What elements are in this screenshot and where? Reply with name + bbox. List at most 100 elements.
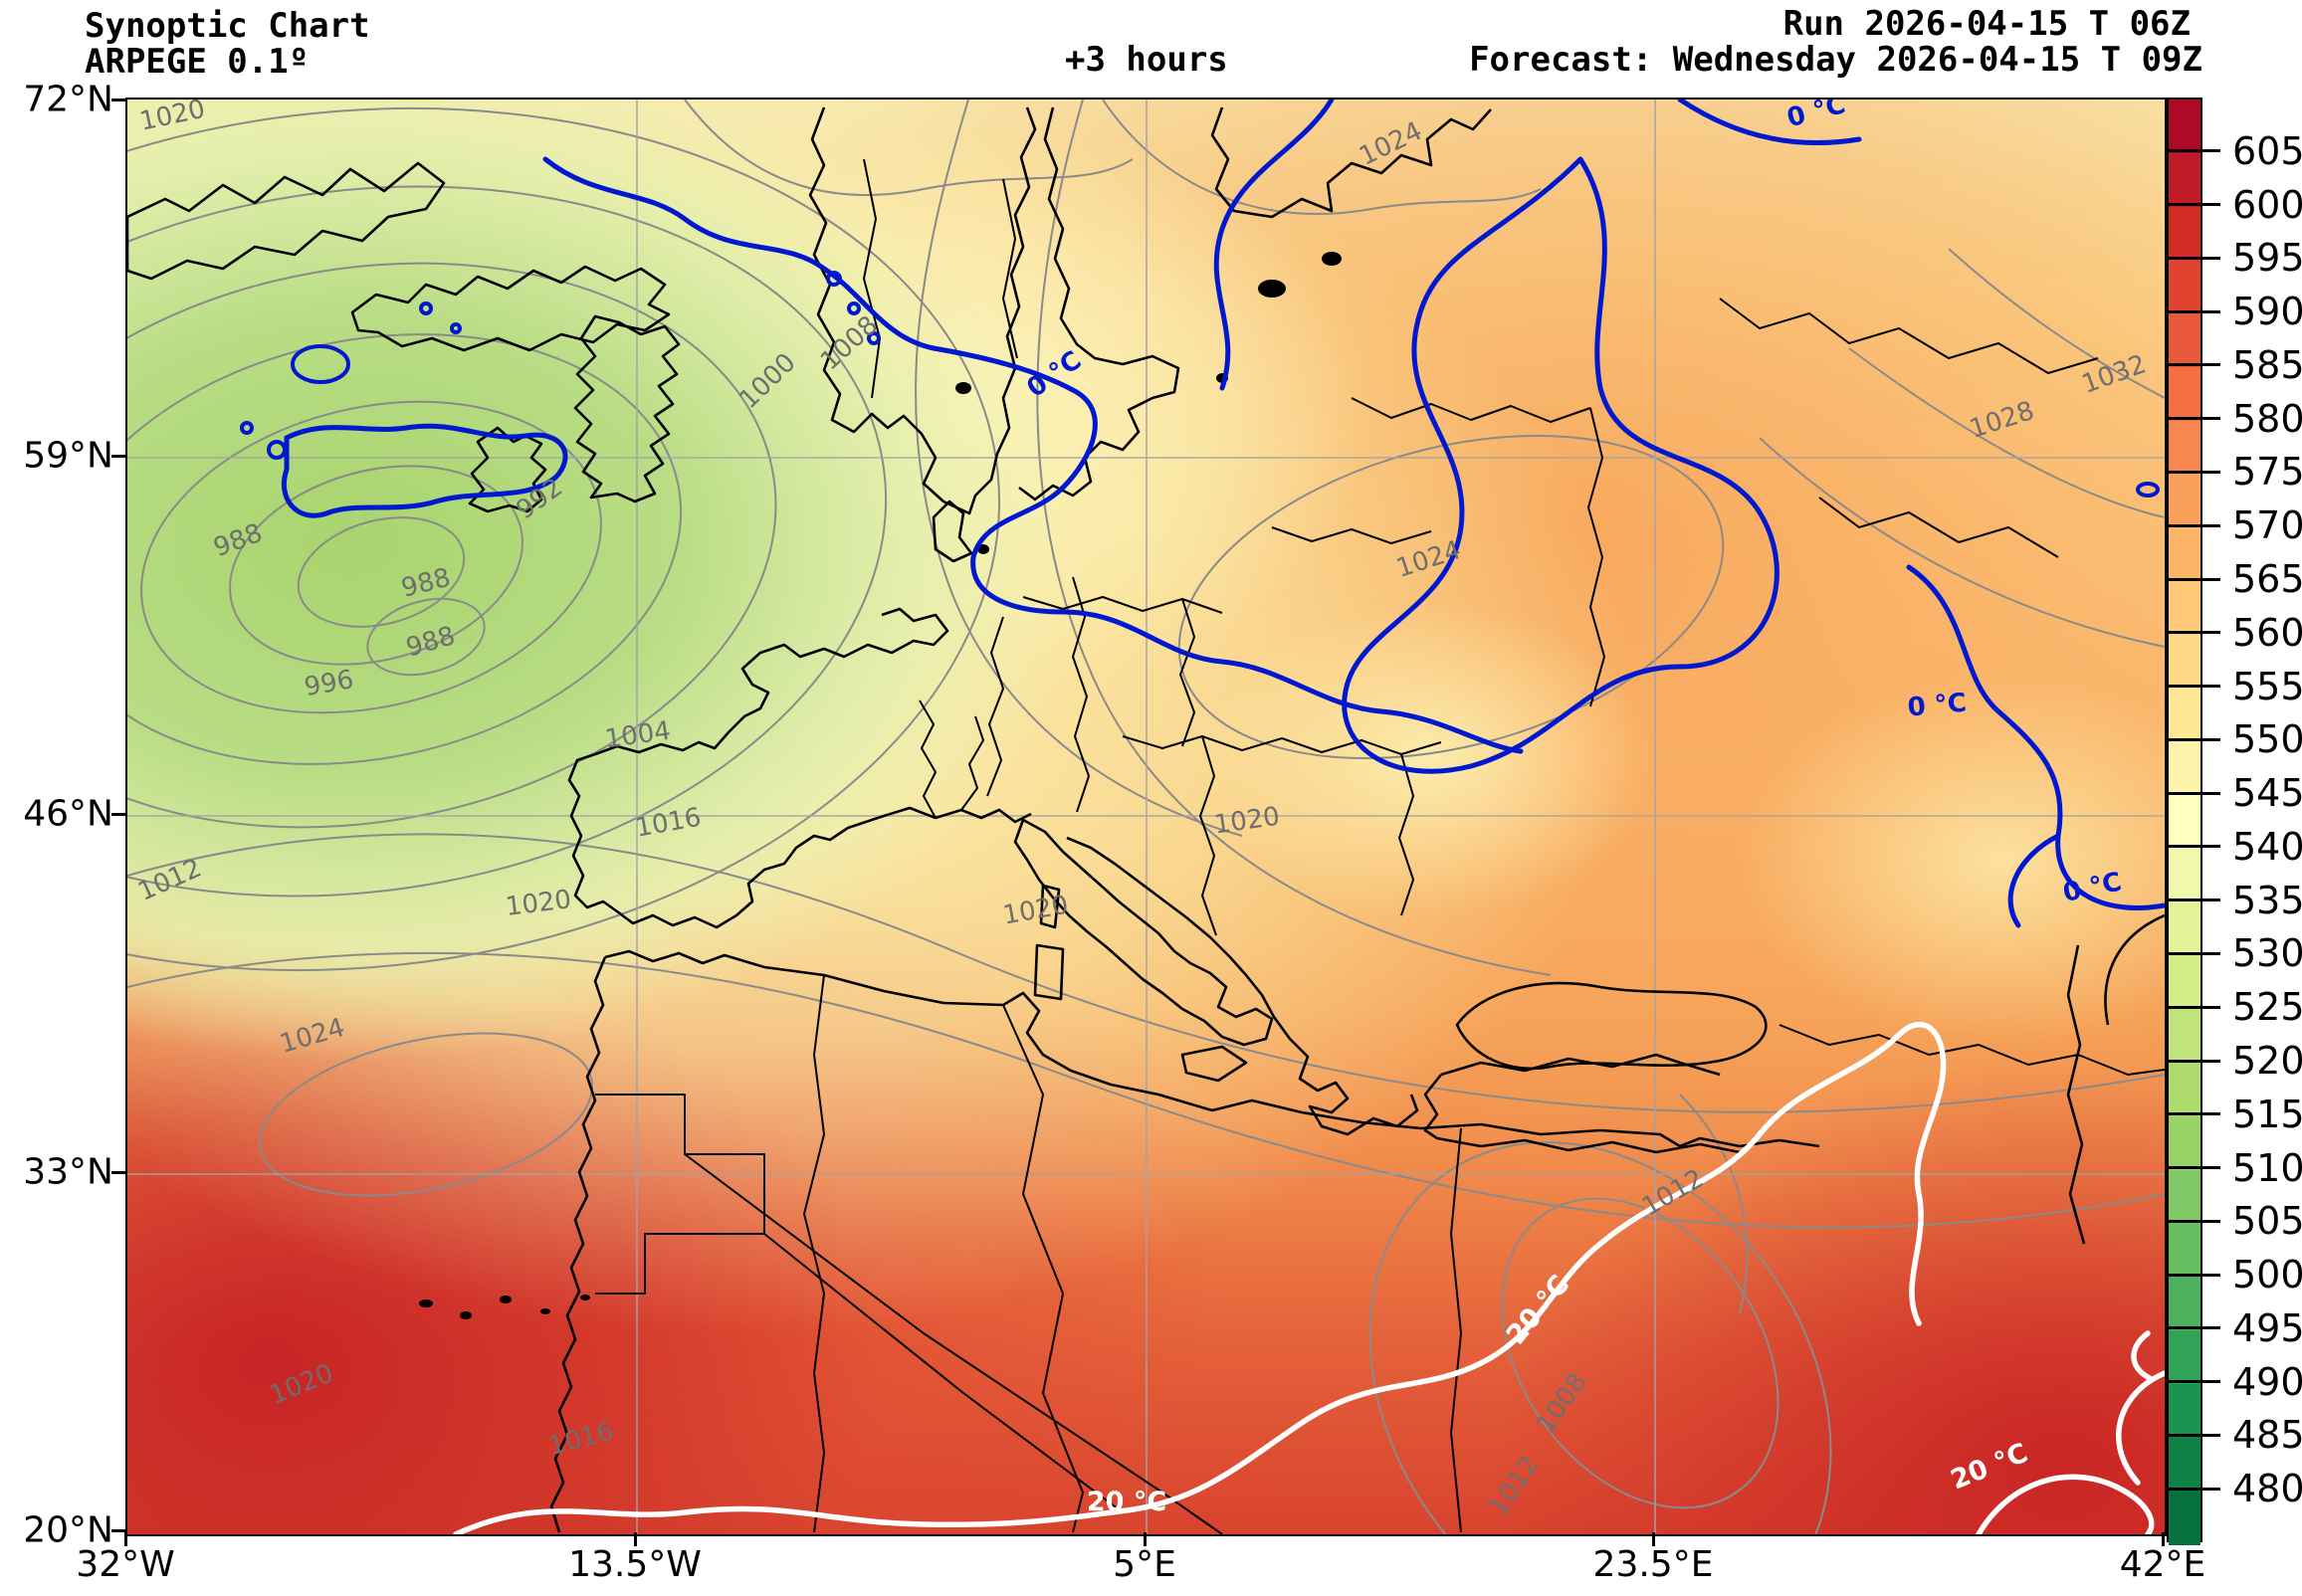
country-border: [803, 974, 825, 1533]
colorbar-tick-mark: [2167, 791, 2220, 795]
coastline: [567, 607, 1032, 929]
colorbar-tick-label: 555: [2232, 664, 2302, 708]
isobar-arc: [1036, 100, 1552, 976]
country-border: [1072, 576, 1090, 813]
colorbar-tick-mark: [2167, 363, 2220, 367]
colorbar-tick-label: 595: [2232, 236, 2302, 281]
colorbar-tick-mark: [2167, 309, 2220, 313]
x-tick-label: 23.5°E: [1592, 1544, 1714, 1585]
coastline: [350, 265, 671, 352]
y-tick-mark: [111, 454, 125, 458]
country-border: [1818, 497, 2059, 558]
colorbar-tick-mark: [2167, 1166, 2220, 1170]
zero-isotherm-ring: [847, 301, 861, 315]
lead-time-label: +3 hours: [1065, 40, 1228, 80]
isobar-ring: [140, 400, 602, 714]
country-border: [763, 1233, 1124, 1513]
country-border: [595, 1094, 765, 1295]
lake-or-island: [500, 1296, 512, 1303]
colorbar-segment: [2169, 901, 2200, 957]
isobar-arc: [1948, 248, 2165, 399]
isobar-arc: [127, 951, 2165, 1229]
coastline: [573, 314, 681, 503]
colorbar-segment: [2169, 313, 2200, 368]
colorbar-segment: [2169, 1115, 2200, 1171]
coastline: [1066, 836, 1419, 1136]
country-border: [960, 715, 984, 811]
country-border: [1002, 1004, 1084, 1533]
colorbar-tick-label: 525: [2232, 985, 2302, 1030]
coastline: [932, 499, 973, 563]
zero-isotherm-ring: [867, 331, 881, 345]
colorbar-tick-mark: [2167, 149, 2220, 153]
x-tick-mark: [123, 1532, 127, 1546]
colorbar-tick-label: 490: [2232, 1359, 2302, 1404]
colorbar-tick-label: 545: [2232, 771, 2302, 816]
y-tick-mark: [111, 1170, 125, 1174]
colorbar-tick-label: 505: [2232, 1199, 2302, 1244]
colorbar-tick-label: 590: [2232, 290, 2302, 334]
zero-isotherm-line: [1342, 156, 1779, 774]
colorbar-tick-label: 515: [2232, 1092, 2302, 1136]
colorbar-segment: [2169, 1063, 2200, 1117]
colorbar-tick-mark: [2167, 1005, 2220, 1009]
zero-isotherm-ring: [419, 301, 433, 315]
coastline: [1180, 1045, 1248, 1083]
colorbar-tick-mark: [2167, 470, 2220, 474]
zero-isotherm-ring: [267, 440, 287, 460]
zero-isotherm-line: [1213, 100, 1335, 391]
lake-or-island: [955, 382, 971, 394]
colorbar-tick-mark: [2167, 1112, 2220, 1116]
zero-isotherm-line: [2007, 833, 2061, 928]
colorbar-segment: [2169, 795, 2200, 850]
x-tick-mark: [633, 1532, 637, 1546]
colorbar-tick-mark: [2167, 1380, 2220, 1384]
coastline: [2066, 944, 2086, 1245]
colorbar-segment: [2169, 634, 2200, 690]
lake-or-island: [977, 544, 989, 554]
colorbar-tick-label: 605: [2232, 128, 2302, 173]
coastline: [1018, 106, 1180, 501]
colorbar-segment: [2169, 474, 2200, 528]
x-tick-label: 32°W: [76, 1544, 175, 1585]
colorbar-tick-label: 580: [2232, 396, 2302, 441]
colorbar-segment: [2169, 1009, 2200, 1064]
isobar-ring: [127, 262, 777, 829]
country-border: [863, 158, 881, 399]
country-border: [1587, 407, 1605, 707]
isobar-ring: [127, 106, 1000, 972]
colorbar-tick-label: 600: [2232, 182, 2302, 227]
country-border: [1271, 526, 1432, 544]
twenty-isotherm-line: [453, 1021, 1947, 1534]
y-tick-mark: [111, 812, 125, 816]
colorbar-tick-label: 535: [2232, 878, 2302, 922]
lake-or-island: [1258, 280, 1286, 298]
zero-isotherm-line: [542, 156, 1524, 754]
zero-isotherm-line: [281, 423, 568, 518]
chart-title: Synoptic Chart: [85, 6, 370, 46]
isobar-ring: [229, 465, 523, 666]
twenty-isotherm-label: 20 °C: [1087, 1487, 1166, 1517]
colorbar-segment: [2169, 206, 2200, 261]
colorbar-tick-mark: [2167, 845, 2220, 849]
zero-isotherm-label: 0 °C: [1906, 689, 1968, 723]
y-tick-mark: [111, 98, 125, 101]
isobar-ring: [297, 516, 466, 628]
colorbar-segment: [2169, 1383, 2200, 1439]
country-border: [1398, 753, 1414, 916]
colorbar-tick-label: 575: [2232, 450, 2302, 495]
colorbar-tick-label: 485: [2232, 1413, 2302, 1458]
zero-degree-isotherm: [240, 100, 2165, 928]
x-tick-label: 5°E: [1113, 1544, 1176, 1585]
lat-lon-gridlines: [127, 100, 2165, 1534]
y-tick-label: 33°N: [23, 1151, 113, 1193]
y-tick-label: 72°N: [23, 79, 113, 120]
coastline: [604, 949, 1820, 1148]
colorbar-tick-label: 540: [2232, 824, 2302, 869]
colorbar-segment: [2169, 688, 2200, 742]
lake-or-island: [1322, 252, 1342, 266]
colorbar-segment: [2169, 1491, 2200, 1545]
coastline: [1013, 818, 1274, 1047]
coastline: [1033, 943, 1065, 1001]
